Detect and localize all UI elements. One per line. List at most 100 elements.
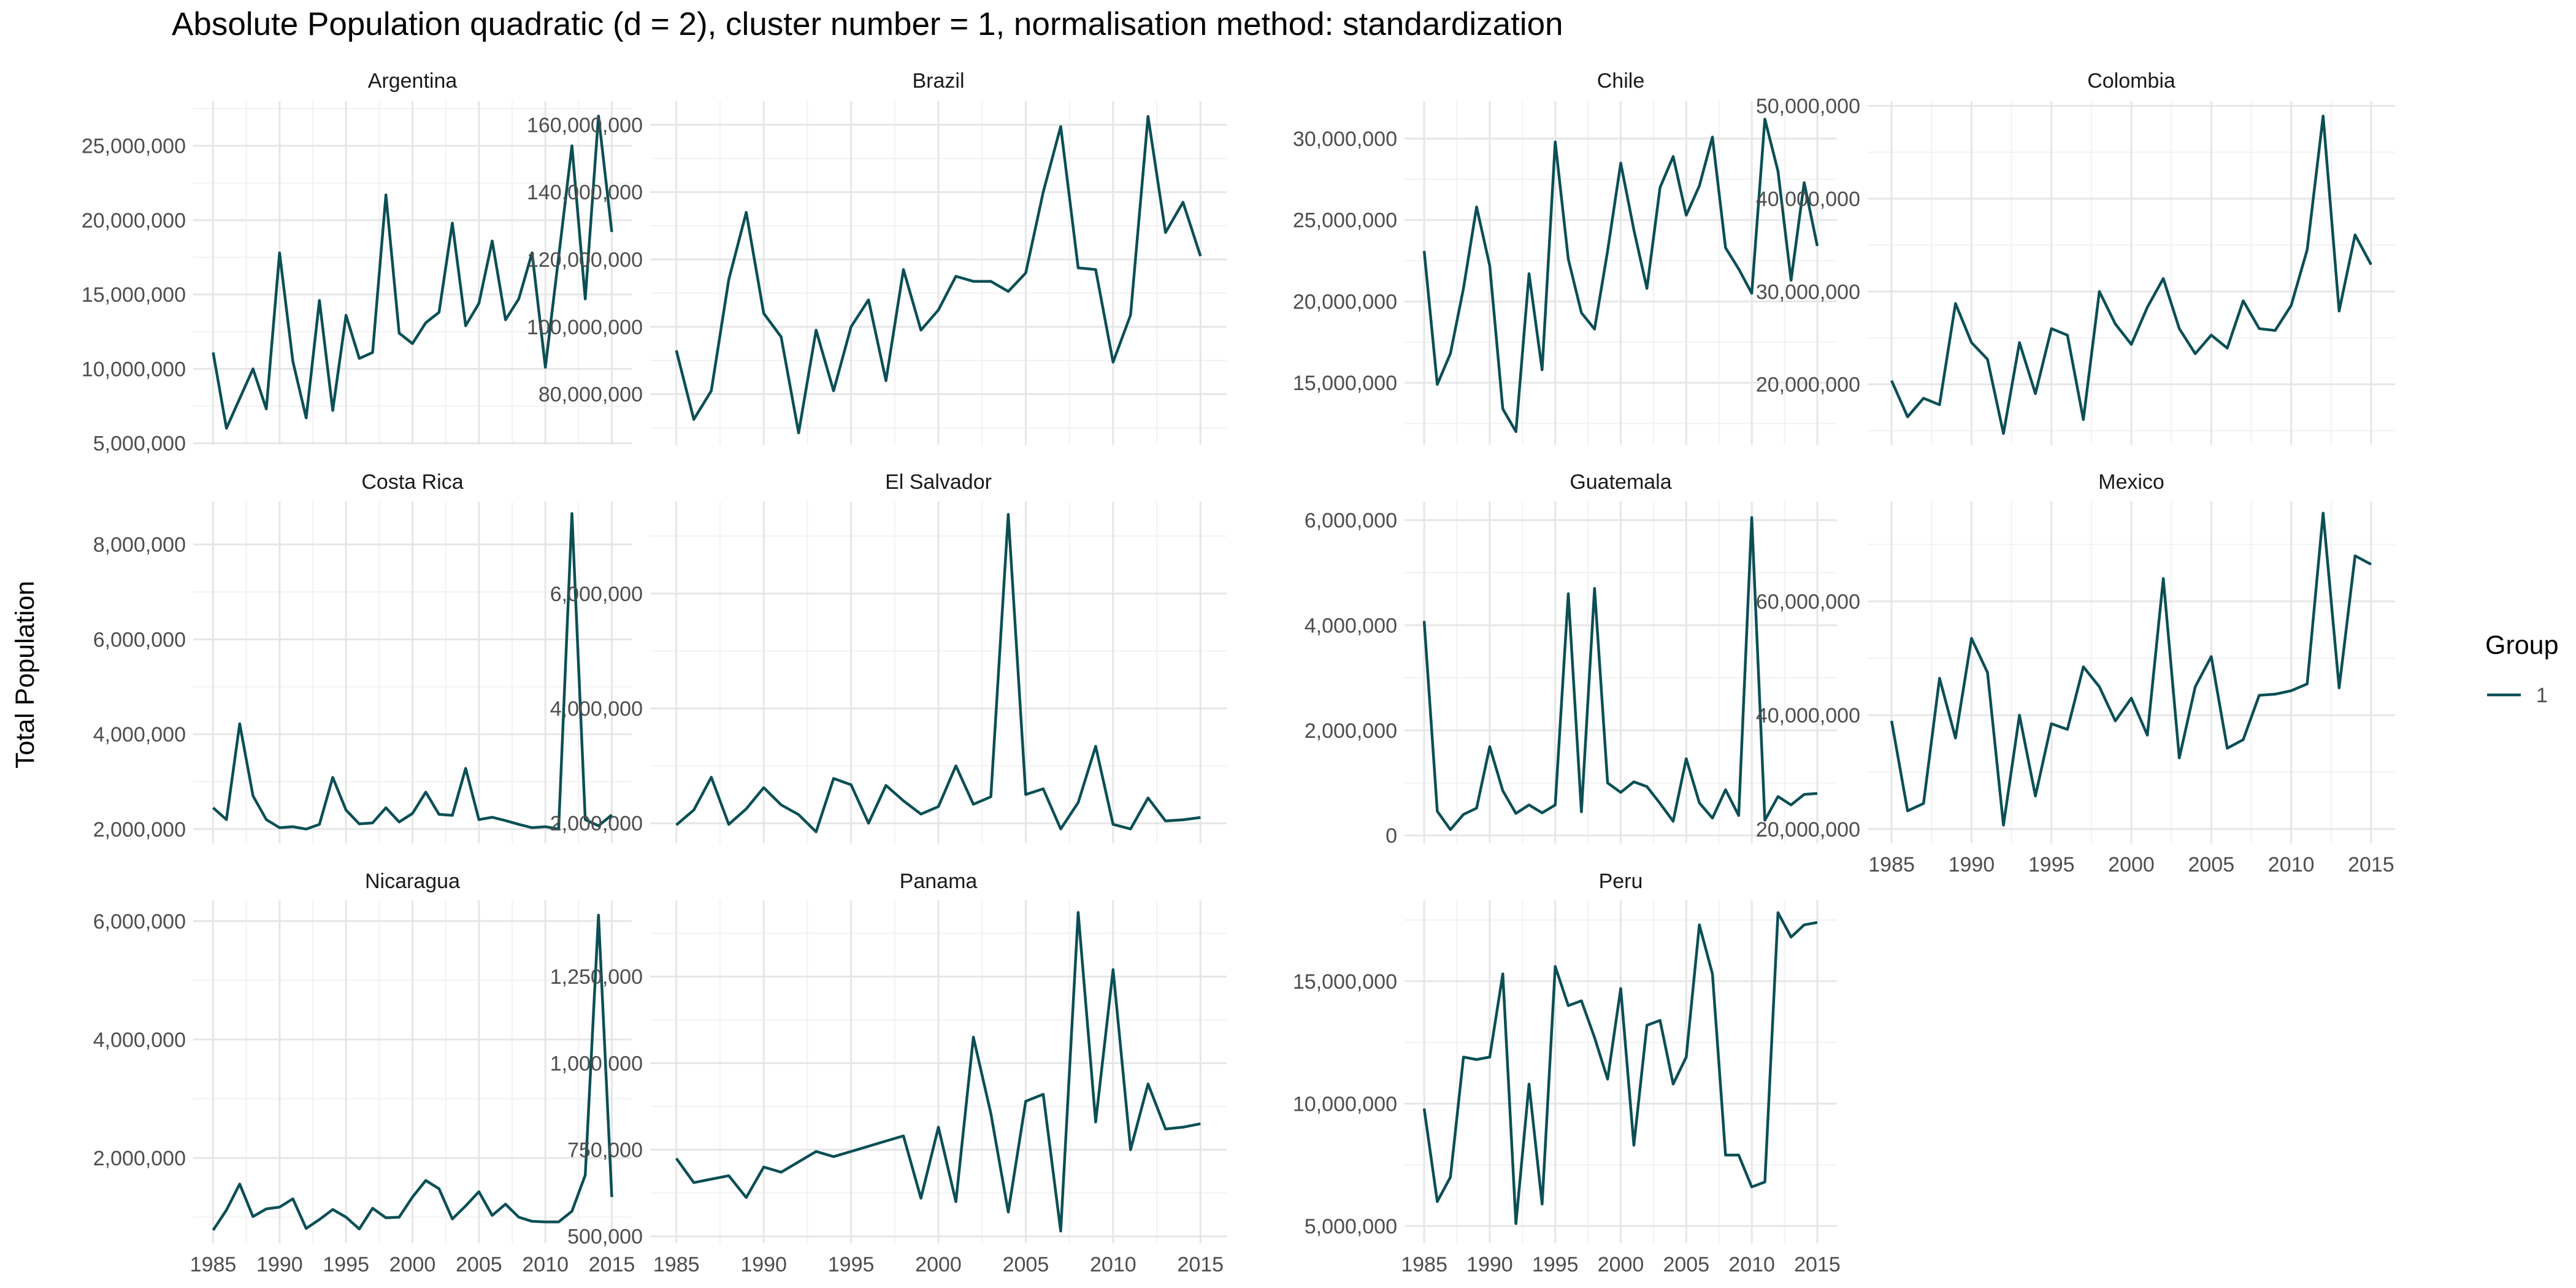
x-tick-label: 2005: [2188, 853, 2234, 876]
y-tick-label: 100,000,000: [527, 316, 643, 339]
y-tick-label: 140,000,000: [527, 181, 643, 204]
y-tick-label: 25,000,000: [1293, 209, 1397, 232]
y-axis-title: Total Population: [10, 581, 40, 769]
y-tick-label: 8,000,000: [93, 534, 186, 557]
y-tick-label: 10,000,000: [82, 358, 186, 381]
x-tick-label: 2005: [456, 1253, 502, 1276]
x-tick-label: 2000: [915, 1253, 962, 1276]
y-tick-label: 2,000,000: [93, 1147, 186, 1170]
y-tick-label: 1,000,000: [550, 1052, 643, 1075]
facet-strip-label: Mexico: [2098, 470, 2164, 494]
x-tick-label: 1985: [1401, 1253, 1447, 1276]
facet-strip-label: Argentina: [368, 69, 458, 93]
series-line-guatemala: [1422, 516, 1818, 831]
y-tick-label: 6,000,000: [93, 910, 186, 933]
y-tick-label: 25,000,000: [82, 135, 186, 158]
facet-panel-guatemala: 0 2,000,000 4,000,000 6,000,000 Guatemala: [1305, 470, 1837, 848]
x-tick-label: 1995: [323, 1253, 369, 1276]
facet-strip-label: Guatemala: [1570, 470, 1671, 494]
y-tick-label: 2,000,000: [93, 818, 186, 841]
series-line-mexico: [1890, 512, 2372, 827]
x-tick-label: 1990: [740, 1253, 787, 1276]
facet-strip-label: Chile: [1597, 69, 1644, 93]
series-line-panama: [675, 911, 1201, 1233]
x-tick-label: 1990: [256, 1253, 303, 1276]
facet-panel-mexico: 20,000,000 40,000,000 60,000,000 Mexico 1985…: [1756, 470, 2395, 876]
y-tick-label: 15,000,000: [1293, 970, 1397, 994]
legend-label: 1: [2536, 684, 2548, 707]
facet-panel-chile: 15,000,000 20,000,000 25,000,000 30,000,000…: [1293, 69, 1837, 445]
x-tick-label: 2010: [1090, 1253, 1137, 1276]
x-tick-label: 1995: [1532, 1253, 1579, 1276]
facet-strip-label: Costa Rica: [361, 470, 463, 494]
y-tick-label: 15,000,000: [1293, 372, 1397, 395]
x-tick-label: 1985: [653, 1253, 700, 1276]
facet-panel-el-salvador: 2,000,000 4,000,000 6,000,000 El Salvador: [550, 470, 1227, 843]
facet-panel-brazil: 80,000,000 100,000,000 120,000,000 140,000,…: [527, 69, 1227, 445]
facet-strip-label: Brazil: [912, 69, 964, 93]
y-tick-label: 2,000,000: [550, 812, 643, 835]
series-line-colombia: [1890, 114, 2372, 435]
y-tick-label: 40,000,000: [1756, 188, 1860, 211]
y-tick-label: 20,000,000: [82, 209, 186, 232]
x-tick-label: 1985: [190, 1253, 237, 1276]
y-tick-label: 20,000,000: [1293, 290, 1397, 313]
series-line-chile: [1422, 117, 1819, 434]
y-tick-label: 50,000,000: [1756, 95, 1860, 118]
x-tick-label: 2010: [1728, 1253, 1775, 1276]
legend-title: Group: [2485, 631, 2559, 660]
facet-strip-label: Peru: [1599, 870, 1643, 893]
y-tick-label: 120,000,000: [527, 248, 643, 272]
facet-panels: 5,000,000 10,000,000 15,000,000 20,000,000 2…: [82, 69, 2395, 1276]
facet-strip-label: Nicaragua: [365, 870, 460, 893]
y-tick-label: 160,000,000: [527, 113, 643, 137]
facet-panel-peru: 5,000,000 10,000,000 15,000,000 Peru 1985 199…: [1293, 870, 1841, 1276]
facet-strip-label: El Salvador: [885, 470, 992, 494]
facet-panel-argentina: 5,000,000 10,000,000 15,000,000 20,000,000 2…: [82, 69, 632, 456]
legend: Group 1: [2485, 631, 2559, 707]
y-tick-label: 10,000,000: [1293, 1092, 1397, 1116]
series-line-peru: [1422, 911, 1818, 1225]
x-tick-label: 2000: [2108, 853, 2155, 876]
series-line-argentina: [212, 114, 613, 430]
series-line-brazil: [675, 115, 1202, 435]
chart-title: Absolute Population quadratic (d = 2), c…: [172, 6, 1563, 42]
x-tick-label: 2000: [1598, 1253, 1644, 1276]
x-tick-label: 2005: [1663, 1253, 1709, 1276]
x-tick-label: 2015: [1794, 1253, 1841, 1276]
x-tick-label: 2010: [2268, 853, 2315, 876]
x-tick-label: 2015: [589, 1253, 635, 1276]
facet-panel-panama: 500,000 750,000 1,000,000 1,250,000 Panama 19…: [550, 870, 1227, 1276]
y-tick-label: 750,000: [567, 1139, 643, 1162]
x-tick-label: 2000: [389, 1253, 436, 1276]
x-tick-label: 2015: [1177, 1253, 1224, 1276]
x-tick-label: 2015: [2348, 853, 2394, 876]
y-tick-label: 30,000,000: [1756, 280, 1860, 304]
y-tick-label: 6,000,000: [550, 583, 643, 606]
y-tick-label: 4,000,000: [93, 1029, 186, 1052]
y-tick-label: 20,000,000: [1756, 374, 1860, 397]
y-tick-label: 5,000,000: [1305, 1215, 1397, 1238]
y-tick-label: 80,000,000: [539, 383, 643, 407]
facet-strip-label: Panama: [900, 870, 978, 893]
series-line-el-salvador: [675, 513, 1201, 834]
y-tick-label: 4,000,000: [93, 723, 186, 746]
x-tick-label: 2010: [522, 1253, 569, 1276]
y-tick-label: 6,000,000: [1305, 509, 1397, 532]
y-tick-label: 1,250,000: [550, 965, 643, 989]
facet-panel-nicaragua: 2,000,000 4,000,000 6,000,000 Nicaragua 1985…: [93, 870, 635, 1276]
y-tick-label: 60,000,000: [1756, 590, 1860, 613]
x-tick-label: 1985: [1868, 853, 1915, 876]
y-tick-label: 4,000,000: [550, 697, 643, 721]
facet-panel-costa-rica: 2,000,000 4,000,000 6,000,000 8,000,000 Cost…: [93, 470, 632, 843]
y-tick-label: 0: [1386, 824, 1397, 848]
y-tick-label: 6,000,000: [93, 628, 186, 651]
x-tick-label: 1995: [2028, 853, 2075, 876]
x-tick-label: 1990: [1949, 853, 1995, 876]
x-tick-label: 1990: [1466, 1253, 1513, 1276]
facet-strip-label: Colombia: [2087, 69, 2175, 93]
y-tick-label: 5,000,000: [93, 432, 186, 456]
x-tick-label: 2005: [1003, 1253, 1049, 1276]
y-tick-label: 500,000: [567, 1225, 643, 1249]
